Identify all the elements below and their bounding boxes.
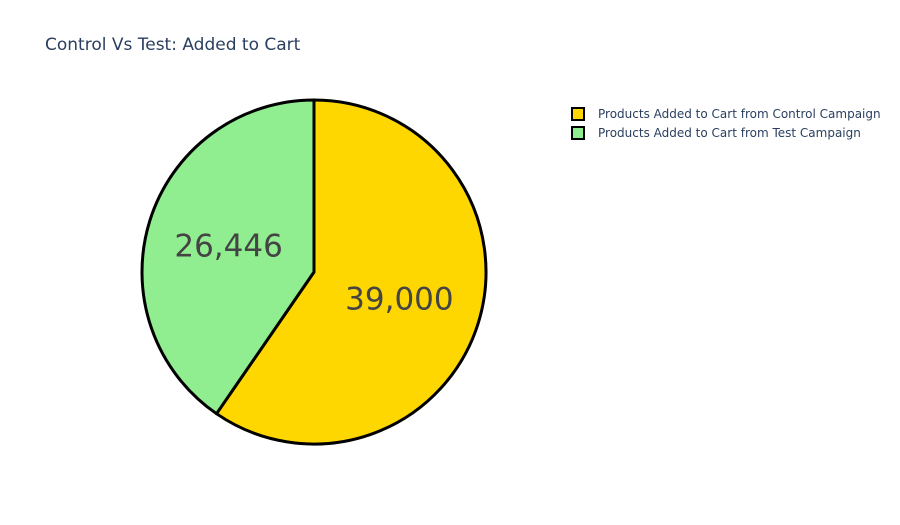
legend: Products Added to Cart from Control Camp… [571,107,881,140]
chart-title: Control Vs Test: Added to Cart [45,35,301,55]
pie-slice-1 [215,98,488,446]
pie-slice-labels: 39,000 26,446 [174,229,453,318]
legend-swatch-1[interactable] [571,107,585,121]
legend-swatch-2[interactable] [571,126,585,140]
legend-label-1[interactable]: Products Added to Cart from Control Camp… [598,107,881,121]
slice-value-label-2: 26,446 [174,229,282,265]
legend-label-2[interactable]: Products Added to Cart from Test Campaig… [598,126,861,140]
pie-slice-2 [140,98,316,416]
slice-value-label-1: 39,000 [345,282,453,318]
pie-slices [140,98,488,446]
